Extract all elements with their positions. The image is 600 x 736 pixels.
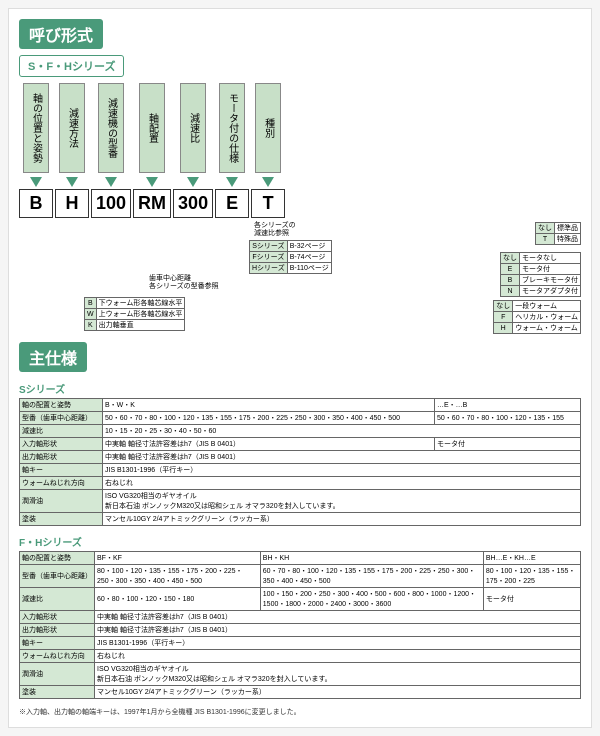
spec-cell: 中実軸 軸径寸法許容差はh7（JIS B 0401） <box>103 451 581 464</box>
table-pages: SシリーズB-32ページFシリーズB-74ページHシリーズB-110ページ <box>249 240 332 274</box>
spec-cell: 10・15・20・25・30・40・50・60 <box>103 425 581 438</box>
spec-cell: 50・60・70・80・100・120・135・155・175・200・225・… <box>103 412 435 425</box>
spec-header: 軸の配置と姿勢 <box>20 552 95 565</box>
col-head: 減速方法 <box>59 83 85 173</box>
code-value: T <box>251 189 285 218</box>
spec-cell: 右ねじれ <box>95 650 581 663</box>
col-head: 種別 <box>255 83 281 173</box>
code-value: H <box>55 189 89 218</box>
spec-header: 潤滑油 <box>20 663 95 686</box>
spec-cell: JIS B1301-1996（平行キー） <box>95 637 581 650</box>
spec-header: 出力軸形状 <box>20 624 95 637</box>
spec-header: 軸キー <box>20 464 103 477</box>
spec-header: 塗装 <box>20 513 103 526</box>
spec-cell: 80・100・120・135・155・175・200・225 <box>483 565 580 588</box>
table-method: なし一段ウォームFヘリカル・ウォームHウォーム・ウォーム <box>493 300 581 334</box>
diagram-area: なし標準品T特殊品 なしモータなしEモータ付Bブレーキモータ付Nモータアダプタ付… <box>19 222 581 342</box>
spec-cell: モータ付 <box>483 588 580 611</box>
table-kind: なし標準品T特殊品 <box>535 222 581 245</box>
spec-header: ウォームねじれ方向 <box>20 650 95 663</box>
spec-header: 出力軸形状 <box>20 451 103 464</box>
spec-cell: ISO VG320相当のギヤオイル 新日本石油 ボンノックM320又は昭和シェル… <box>103 490 581 513</box>
spec-cell: モータ付 <box>435 438 581 451</box>
col-head: モータ付の仕様 <box>219 83 245 173</box>
spec-cell: 中実軸 軸径寸法許容差はh7（JIS B 0401） <box>95 611 581 624</box>
code-format-row: 軸の位置と姿勢 B 減速方法 H 減速機の型番 100 軸配置 RM 減速比 3… <box>19 83 581 218</box>
arrow-down-icon <box>262 177 274 187</box>
fh-spec-table: 軸の配置と姿勢BF・KFBH・KHBH…E・KH…E型番（歯車中心距離）80・1… <box>19 551 581 699</box>
spec-header: 軸キー <box>20 637 95 650</box>
col-head: 軸の位置と姿勢 <box>23 83 49 173</box>
s-spec-table: 軸の配置と姿勢B・W・K…E・…B型番（歯車中心距離）50・60・70・80・1… <box>19 398 581 526</box>
spec-cell: マンセル10GY 2/4アトミックグリーン（ラッカー系） <box>95 686 581 699</box>
table-motor: なしモータなしEモータ付Bブレーキモータ付Nモータアダプタ付 <box>500 252 581 297</box>
spec-cell: 中実軸 軸径寸法許容差はh7（JIS B 0401） <box>103 438 435 451</box>
spec-header: 型番（歯車中心距離） <box>20 412 103 425</box>
spec-header: 入力軸形状 <box>20 611 95 624</box>
table-axis: B下ウォーム形各軸芯線水平W上ウォーム形各軸芯線水平K出力軸垂直 <box>84 297 185 331</box>
spec-cell: …E・…B <box>435 399 581 412</box>
code-value: RM <box>133 189 171 218</box>
spec-header: 減速比 <box>20 588 95 611</box>
spec-header: 型番（歯車中心距離） <box>20 565 95 588</box>
arrow-down-icon <box>146 177 158 187</box>
arrow-down-icon <box>30 177 42 187</box>
title-naming: 呼び形式 <box>19 19 103 49</box>
spec-cell: BH…E・KH…E <box>483 552 580 565</box>
arrow-down-icon <box>226 177 238 187</box>
spec-cell: 80・100・120・135・155・175・200・225・250・300・3… <box>95 565 261 588</box>
spec-cell: 60・80・100・120・150・180 <box>95 588 261 611</box>
note-ratio: 各シリーズの 減速比参照 <box>254 222 296 239</box>
col-head: 減速機の型番 <box>98 83 124 173</box>
spec-header: 軸の配置と姿勢 <box>20 399 103 412</box>
footnote: ※入力軸、出力軸の軸端キーは、1997年1月から全機種 JIS B1301-19… <box>19 707 581 717</box>
spec-cell: 100・150・200・250・300・400・500・600・800・1000… <box>260 588 483 611</box>
spec-cell: マンセル10GY 2/4アトミックグリーン（ラッカー系） <box>103 513 581 526</box>
col-head: 減速比 <box>180 83 206 173</box>
arrow-down-icon <box>105 177 117 187</box>
title-spec: 主仕様 <box>19 342 87 372</box>
code-value: E <box>215 189 249 218</box>
spec-cell: 50・60・70・80・100・120・135・155 <box>435 412 581 425</box>
spec-header: 塗装 <box>20 686 95 699</box>
code-value: 100 <box>91 189 131 218</box>
spec-cell: 右ねじれ <box>103 477 581 490</box>
arrow-down-icon <box>187 177 199 187</box>
spec-cell: JIS B1301-1996（平行キー） <box>103 464 581 477</box>
spec-header: 潤滑油 <box>20 490 103 513</box>
code-value: B <box>19 189 53 218</box>
spec-cell: BH・KH <box>260 552 483 565</box>
arrow-down-icon <box>66 177 78 187</box>
col-head: 軸配置 <box>139 83 165 173</box>
s-series-label: Sシリーズ <box>19 381 581 396</box>
note-model: 歯車中心距離 各シリーズの型番参照 <box>149 275 219 292</box>
spec-cell: ISO VG320相当のギヤオイル 新日本石油 ボンノックM320又は昭和シェル… <box>95 663 581 686</box>
spec-cell: 60・70・80・100・120・135・155・175・200・225・250… <box>260 565 483 588</box>
fh-series-label: F・Hシリーズ <box>19 534 581 549</box>
series-label: S・F・Hシリーズ <box>19 55 124 77</box>
spec-header: ウォームねじれ方向 <box>20 477 103 490</box>
spec-header: 入力軸形状 <box>20 438 103 451</box>
code-value: 300 <box>173 189 213 218</box>
spec-cell: B・W・K <box>103 399 435 412</box>
spec-cell: BF・KF <box>95 552 261 565</box>
spec-header: 減速比 <box>20 425 103 438</box>
spec-cell: 中実軸 軸径寸法許容差はh7（JIS B 0401） <box>95 624 581 637</box>
